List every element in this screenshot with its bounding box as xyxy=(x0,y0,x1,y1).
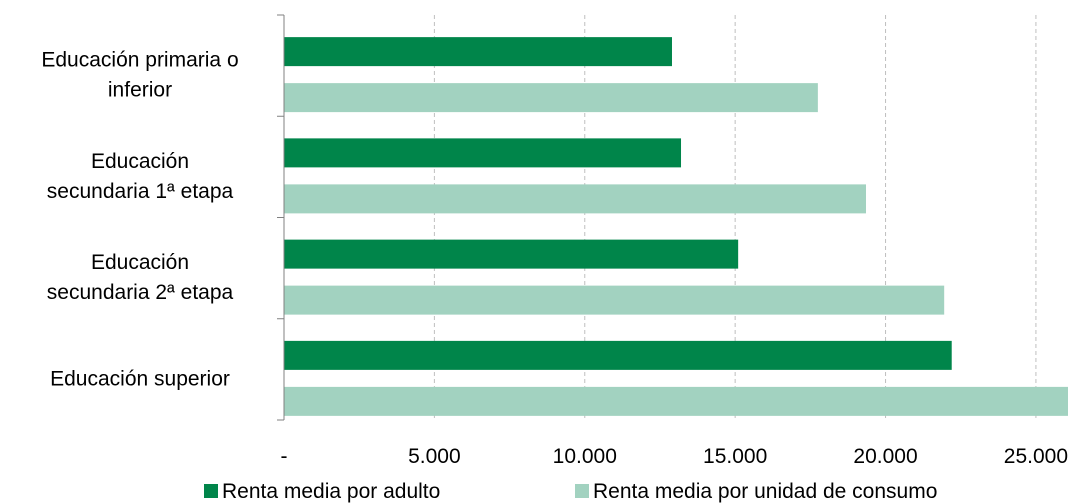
x-tick-label: 5.000 xyxy=(408,445,461,468)
bar-adulto-0 xyxy=(284,37,672,67)
bar-unidad-consumo-1 xyxy=(284,184,866,214)
legend-swatch xyxy=(204,484,218,498)
bar-adulto-2 xyxy=(284,239,739,269)
bar-unidad-consumo-3 xyxy=(284,386,1068,416)
x-tick-label: 20.000 xyxy=(853,445,917,468)
legend: Renta media por adulto Renta media por un… xyxy=(204,480,937,503)
x-tick-label: 10.000 xyxy=(553,445,617,468)
y-axis xyxy=(277,14,285,421)
category-label: secundaria 1ª etapa xyxy=(47,180,234,203)
x-tick-labels: - 5.000 10.000 15.000 20.000 25.000 xyxy=(281,445,1068,468)
x-tick-label: 15.000 xyxy=(703,445,767,468)
category-label: secundaria 2ª etapa xyxy=(47,281,234,304)
bar-adulto-1 xyxy=(284,138,682,168)
legend-label: Renta media por adulto xyxy=(222,480,440,503)
category-label: Educación primaria o xyxy=(41,49,238,72)
legend-label: Renta media por unidad de consumo xyxy=(593,480,937,503)
category-label: Educación xyxy=(91,150,189,173)
bars xyxy=(284,37,1068,416)
category-label: Educación xyxy=(91,251,189,274)
bar-unidad-consumo-0 xyxy=(284,83,818,113)
x-tick-label: 25.000 xyxy=(1004,445,1068,468)
legend-swatch xyxy=(575,484,589,498)
x-tick-label: - xyxy=(281,445,288,468)
category-label: inferior xyxy=(108,79,172,102)
category-label: Educación superior xyxy=(50,367,230,390)
category-labels: Educación primaria o inferior Educación sec… xyxy=(41,49,238,391)
bar-unidad-consumo-2 xyxy=(284,285,945,315)
bar-adulto-3 xyxy=(284,340,952,370)
